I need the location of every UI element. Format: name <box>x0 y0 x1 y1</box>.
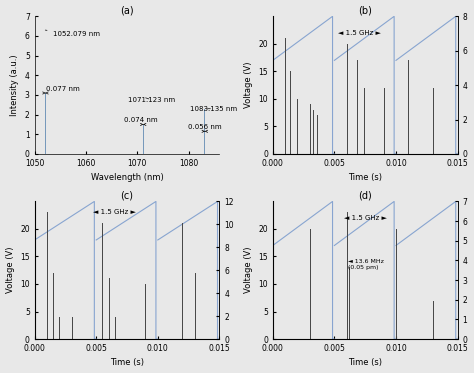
Y-axis label: Voltage (V): Voltage (V) <box>244 247 253 294</box>
Text: 0.056 nm: 0.056 nm <box>188 124 221 130</box>
Y-axis label: Voltage (V): Voltage (V) <box>244 62 253 109</box>
Text: 0.077 nm: 0.077 nm <box>46 86 80 92</box>
Text: ◄ 1.5 GHz ►: ◄ 1.5 GHz ► <box>344 215 387 221</box>
X-axis label: Time (s): Time (s) <box>348 173 382 182</box>
Title: (c): (c) <box>120 191 134 201</box>
Title: (b): (b) <box>358 6 372 16</box>
Title: (d): (d) <box>358 191 372 201</box>
Text: 1052.079 nm: 1052.079 nm <box>46 30 100 37</box>
Y-axis label: Intensity (a.u.): Intensity (a.u.) <box>10 54 19 116</box>
Text: ◄ 1.5 GHz ►: ◄ 1.5 GHz ► <box>337 29 381 35</box>
X-axis label: Wavelength (nm): Wavelength (nm) <box>91 173 164 182</box>
Y-axis label: Voltage (V): Voltage (V) <box>6 247 15 294</box>
Text: ◄ 1.5 GHz ►: ◄ 1.5 GHz ► <box>93 209 136 215</box>
Text: 1071.123 nm: 1071.123 nm <box>128 97 175 103</box>
X-axis label: Time (s): Time (s) <box>348 358 382 367</box>
Text: 1083.135 nm: 1083.135 nm <box>190 106 237 112</box>
Text: 0.074 nm: 0.074 nm <box>124 117 158 123</box>
X-axis label: Time (s): Time (s) <box>110 358 144 367</box>
Title: (a): (a) <box>120 6 134 16</box>
Text: ◄ 13.6 MHz
(0.05 pm): ◄ 13.6 MHz (0.05 pm) <box>348 259 384 270</box>
